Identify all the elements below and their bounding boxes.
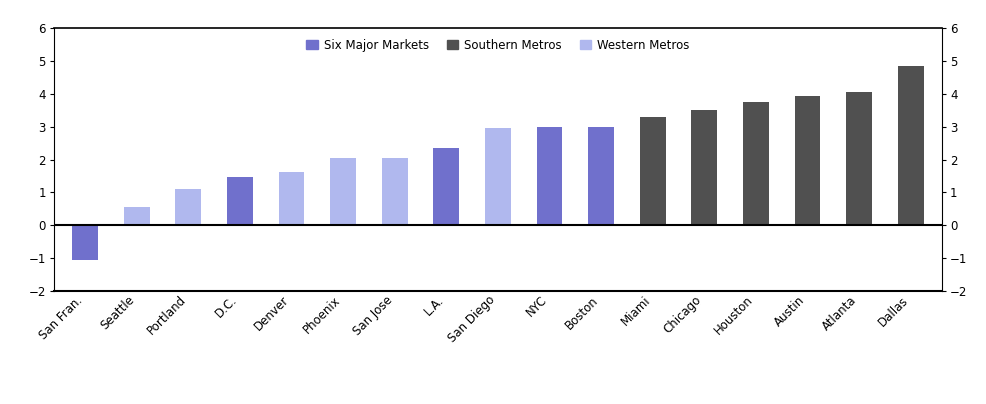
Bar	[743, 102, 769, 225]
Bar	[536, 127, 562, 225]
Bar	[640, 117, 666, 225]
Bar	[898, 66, 924, 225]
Bar	[176, 189, 201, 225]
Bar	[434, 148, 459, 225]
Bar	[382, 158, 407, 225]
Bar	[72, 225, 98, 260]
Bar	[846, 92, 872, 225]
Bar	[227, 177, 252, 225]
Bar	[279, 172, 305, 225]
Bar	[795, 96, 820, 225]
Bar	[589, 127, 614, 225]
Bar	[691, 110, 717, 225]
Legend: Six Major Markets, Southern Metros, Western Metros: Six Major Markets, Southern Metros, West…	[302, 34, 694, 57]
Bar	[330, 158, 356, 225]
Bar	[124, 207, 150, 225]
Bar	[485, 128, 511, 225]
